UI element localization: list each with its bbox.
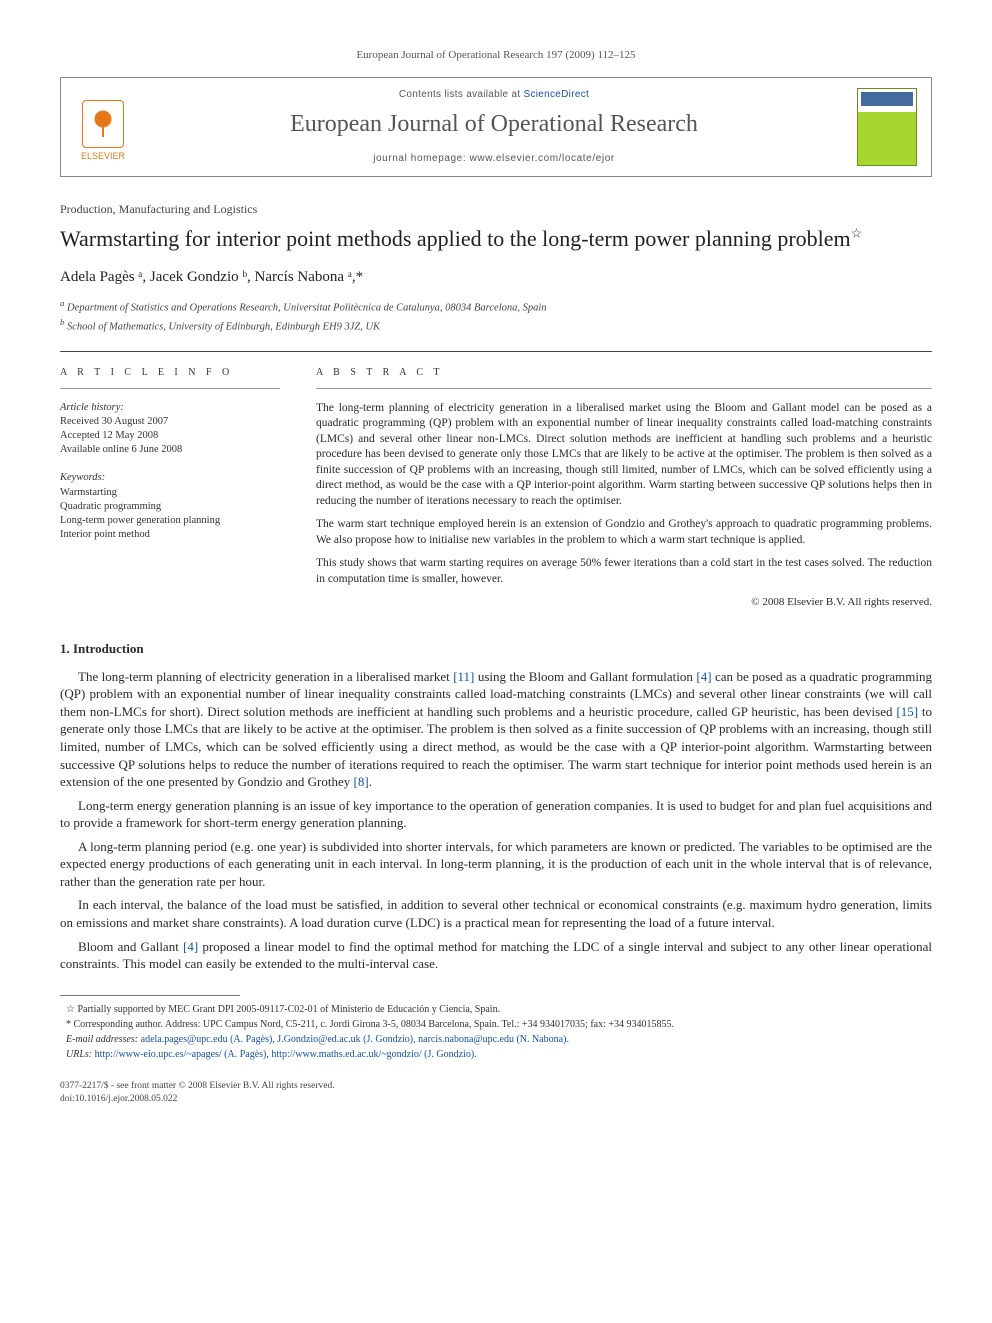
elsevier-logo: ELSEVIER <box>75 92 131 162</box>
affiliations: a Department of Statistics and Operation… <box>60 297 932 336</box>
elsevier-tree-icon <box>82 100 124 148</box>
keyword-item: Warmstarting <box>60 486 280 500</box>
footer-doi: doi:10.1016/j.ejor.2008.05.022 <box>60 1093 932 1106</box>
keyword-item: Long-term power generation planning <box>60 514 280 528</box>
header-center: Contents lists available at ScienceDirec… <box>149 88 839 165</box>
article-history: Article history: Received 30 August 2007… <box>60 401 280 458</box>
citation-link[interactable]: [15] <box>896 704 918 719</box>
affiliation-a: a Department of Statistics and Operation… <box>60 297 932 316</box>
keyword-item: Quadratic programming <box>60 500 280 514</box>
intro-p5a: Bloom and Gallant <box>78 939 183 954</box>
emails-label: E-mail addresses: <box>66 1034 141 1045</box>
footnote-urls: URLs: http://www-eio.upc.es/~apages/ (A.… <box>60 1047 932 1062</box>
article-title: Warmstarting for interior point methods … <box>60 225 932 253</box>
article-info-heading: A R T I C L E I N F O <box>60 366 280 389</box>
abstract-p2: The warm start technique employed herein… <box>316 517 932 548</box>
sciencedirect-link[interactable]: ScienceDirect <box>523 89 589 100</box>
abstract-copyright: © 2008 Elsevier B.V. All rights reserved… <box>316 595 932 610</box>
journal-homepage: journal homepage: www.elsevier.com/locat… <box>149 152 839 166</box>
intro-p1b: using the Bloom and Gallant formulation <box>474 669 696 684</box>
info-abstract-row: A R T I C L E I N F O Article history: R… <box>60 351 932 610</box>
footnote-emails: E-mail addresses: adela.pages@upc.edu (A… <box>60 1032 932 1047</box>
funding-mark: ☆ <box>66 1004 75 1015</box>
intro-p5: Bloom and Gallant [4] proposed a linear … <box>60 938 932 973</box>
citation-link[interactable]: [11] <box>453 669 474 684</box>
footnote-corresponding: * Corresponding author. Address: UPC Cam… <box>60 1017 932 1032</box>
journal-cover-thumbnail <box>857 88 917 166</box>
abstract: A B S T R A C T The long-term planning o… <box>316 366 932 610</box>
intro-p1: The long-term planning of electricity ge… <box>60 668 932 791</box>
keyword-item: Interior point method <box>60 528 280 542</box>
authors-line: Adela Pagès ᵃ, Jacek Gondzio ᵇ, Narcís N… <box>60 267 932 287</box>
history-online: Available online 6 June 2008 <box>60 443 280 457</box>
journal-title: European Journal of Operational Research <box>149 108 839 140</box>
keywords-block: Keywords: Warmstarting Quadratic program… <box>60 471 280 542</box>
abstract-heading: A B S T R A C T <box>316 366 932 389</box>
contents-prefix: Contents lists available at <box>399 89 524 100</box>
intro-p2: Long-term energy generation planning is … <box>60 797 932 832</box>
article-info: A R T I C L E I N F O Article history: R… <box>60 366 280 610</box>
footer-line1: 0377-2217/$ - see front matter © 2008 El… <box>60 1080 932 1093</box>
journal-header: ELSEVIER Contents lists available at Sci… <box>60 77 932 177</box>
footer-meta: 0377-2217/$ - see front matter © 2008 El… <box>60 1080 932 1107</box>
section-kicker: Production, Manufacturing and Logistics <box>60 201 932 217</box>
affiliation-a-text: Department of Statistics and Operations … <box>67 302 547 313</box>
funding-text: Partially supported by MEC Grant DPI 200… <box>75 1004 500 1015</box>
history-received: Received 30 August 2007 <box>60 415 280 429</box>
intro-p1a: The long-term planning of electricity ge… <box>78 669 453 684</box>
footnote-rule <box>60 995 240 996</box>
section-1-heading: 1. Introduction <box>60 640 932 658</box>
contents-available-line: Contents lists available at ScienceDirec… <box>149 88 839 102</box>
footnotes: ☆ Partially supported by MEC Grant DPI 2… <box>60 1002 932 1062</box>
footnote-funding: ☆ Partially supported by MEC Grant DPI 2… <box>60 1002 932 1017</box>
citation-link[interactable]: [4] <box>183 939 198 954</box>
title-text: Warmstarting for interior point methods … <box>60 226 851 251</box>
keywords-label: Keywords: <box>60 471 280 485</box>
intro-p1e: . <box>369 774 372 789</box>
abstract-p1: The long-term planning of electricity ge… <box>316 401 932 510</box>
history-accepted: Accepted 12 May 2008 <box>60 429 280 443</box>
abstract-p3: This study shows that warm starting requ… <box>316 556 932 587</box>
citation-link[interactable]: [8] <box>354 774 369 789</box>
emails-value[interactable]: adela.pages@upc.edu (A. Pagès), J.Gondzi… <box>141 1034 569 1045</box>
affiliation-b-text: School of Mathematics, University of Edi… <box>67 322 380 333</box>
journal-reference: European Journal of Operational Research… <box>60 48 932 63</box>
intro-p4: In each interval, the balance of the loa… <box>60 896 932 931</box>
affiliation-b: b School of Mathematics, University of E… <box>60 316 932 335</box>
urls-value[interactable]: http://www-eio.upc.es/~apages/ (A. Pagès… <box>95 1049 477 1060</box>
corr-text: Corresponding author. Address: UPC Campu… <box>71 1019 674 1030</box>
title-footnote-mark: ☆ <box>851 226 863 241</box>
intro-p3: A long-term planning period (e.g. one ye… <box>60 838 932 891</box>
citation-link[interactable]: [4] <box>696 669 711 684</box>
publisher-name: ELSEVIER <box>81 150 125 162</box>
history-label: Article history: <box>60 401 280 415</box>
introduction-body: The long-term planning of electricity ge… <box>60 668 932 973</box>
urls-label: URLs: <box>66 1049 95 1060</box>
